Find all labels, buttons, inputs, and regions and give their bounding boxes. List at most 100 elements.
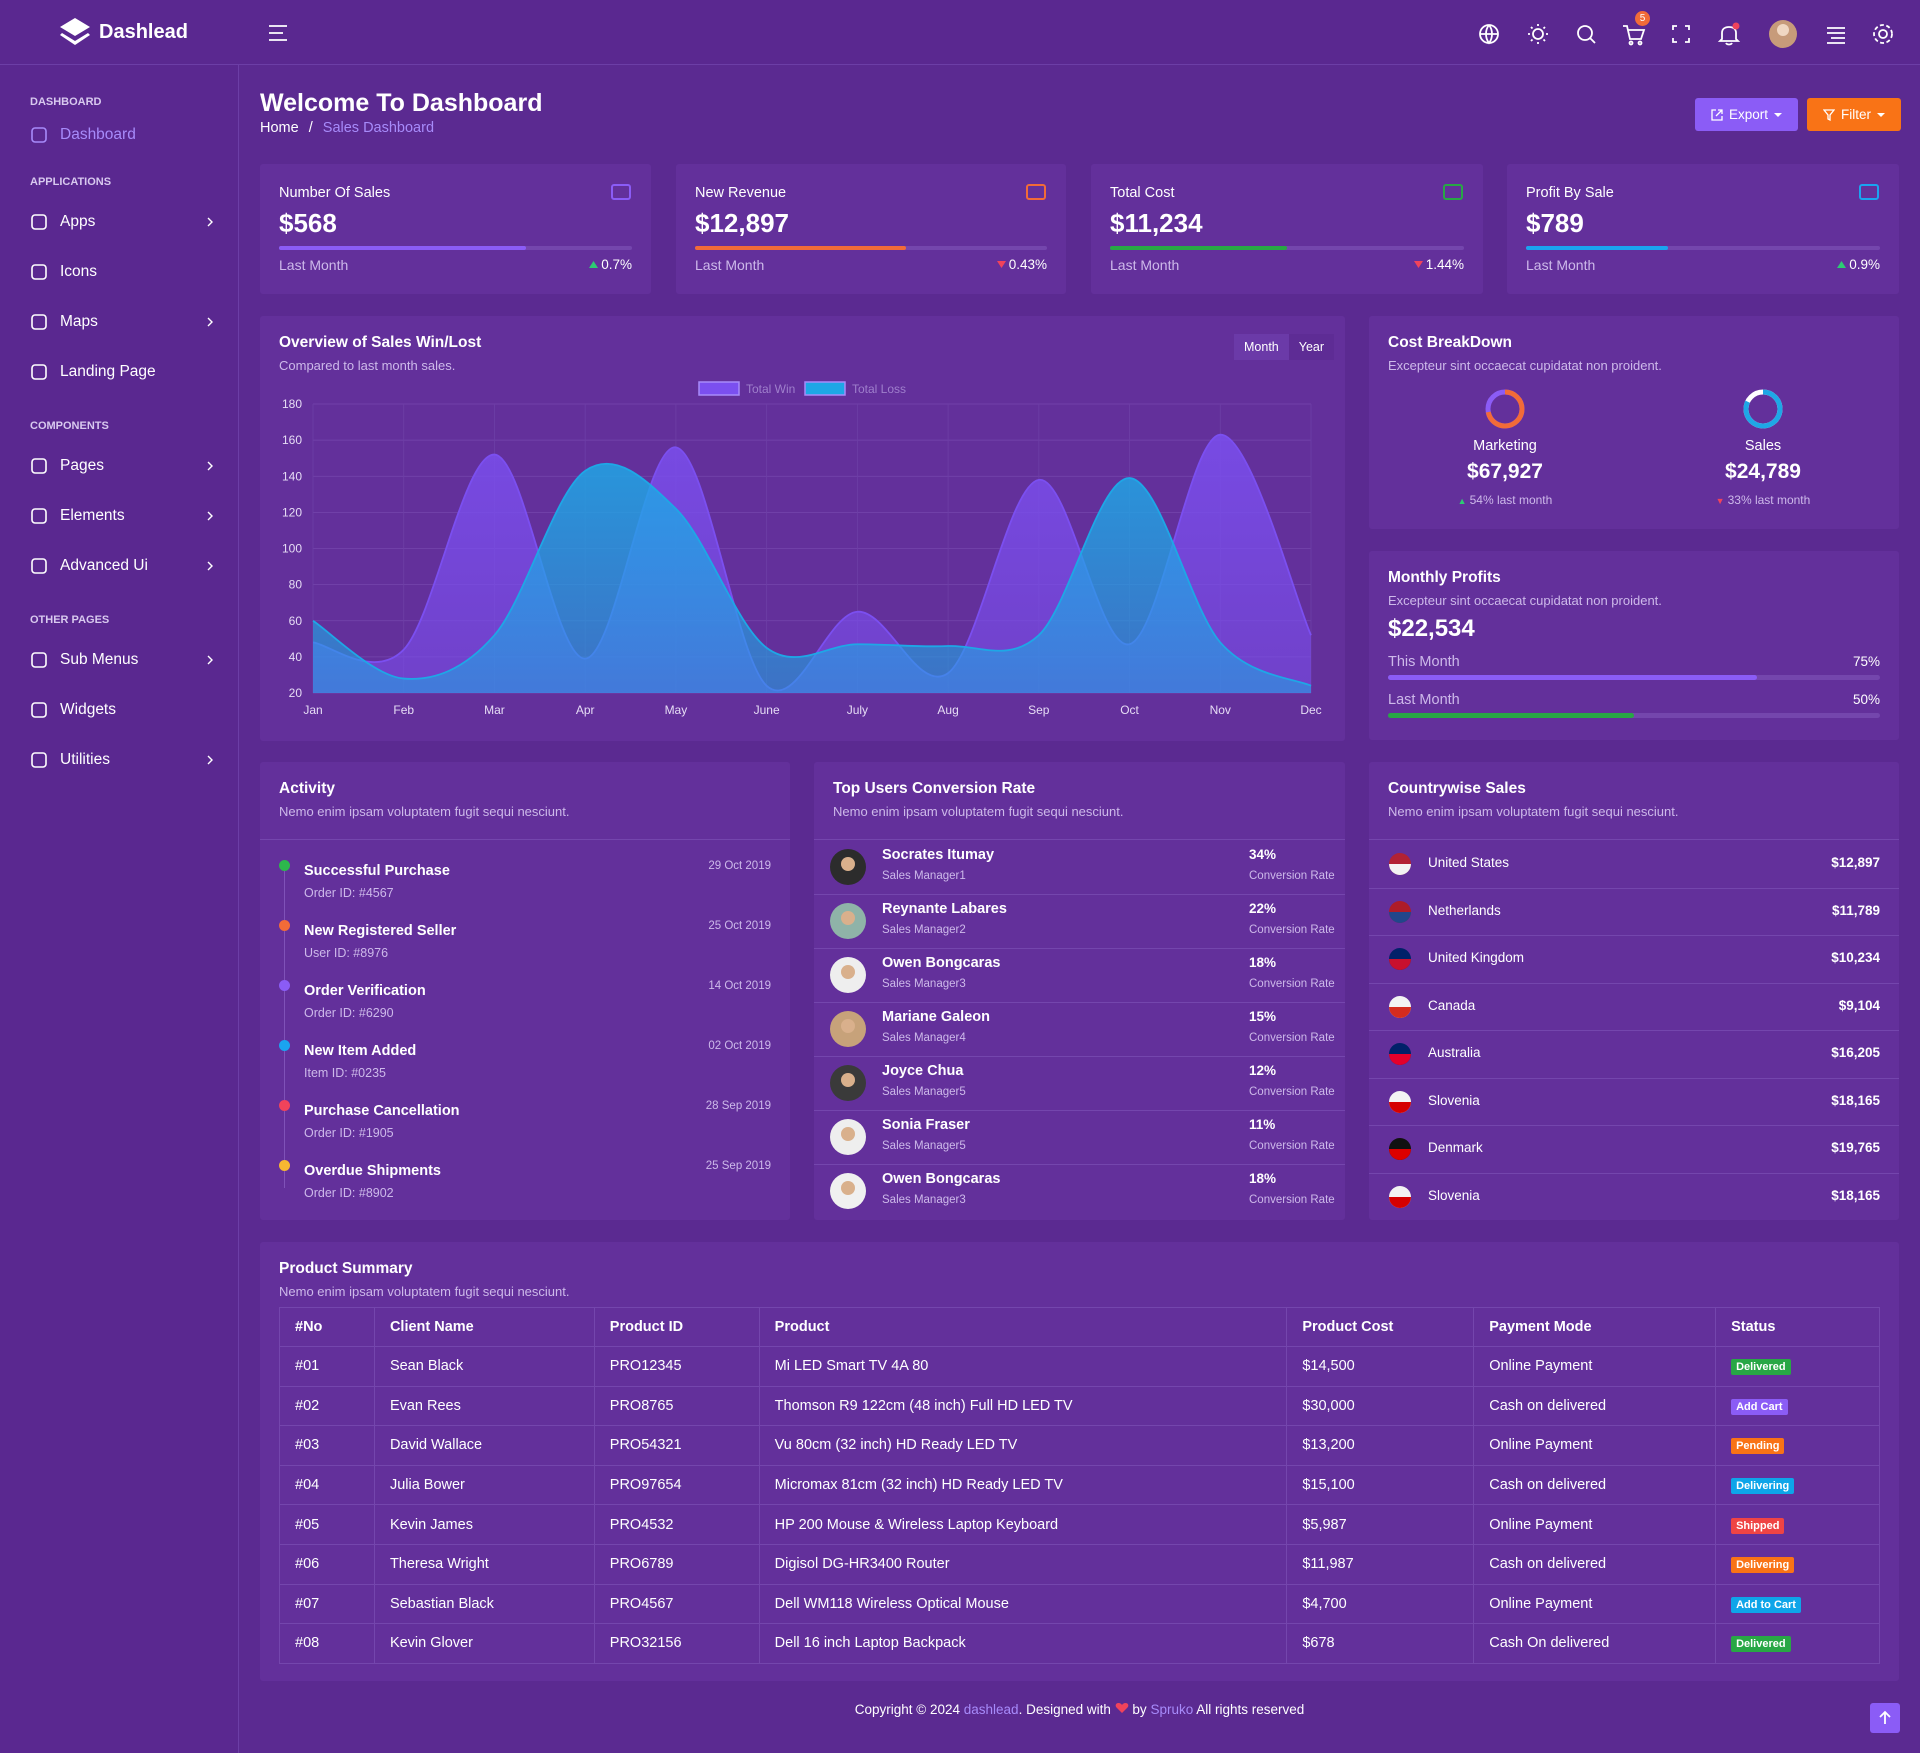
table-cell: Cash on delivered <box>1473 1385 1717 1427</box>
sidebar-item[interactable]: Widgets <box>0 685 238 735</box>
sidebar-item[interactable]: Dashboard <box>0 117 238 153</box>
caret-shape <box>1877 112 1886 117</box>
flag-band <box>1389 1196 1411 1208</box>
activity-ref: User ID: #8976 <box>304 946 389 960</box>
activity-card: Activity Nemo enim ipsam voluptatem fugit… <box>260 762 790 1220</box>
sidebar-label: Advanced Ui <box>60 557 148 574</box>
user-name: Reynante Labares <box>882 901 1007 917</box>
breadcrumb-home[interactable]: Home <box>260 120 299 136</box>
change-value: 0.43% <box>1008 257 1047 272</box>
sidebar-label: Pages <box>60 457 104 474</box>
divider <box>814 1056 1345 1057</box>
fullscreen-icon[interactable] <box>1672 25 1690 43</box>
search-icon[interactable] <box>1577 25 1596 44</box>
breakdown-label: Sales <box>1744 438 1782 454</box>
footer-site-link[interactable]: dashlead <box>963 1702 1019 1717</box>
avatar-face <box>841 965 855 979</box>
sidebar-item[interactable]: Icons <box>0 247 238 297</box>
sidebar-item[interactable]: Utilities <box>0 735 238 785</box>
progress-track <box>1110 246 1464 250</box>
user-avatar <box>830 957 866 993</box>
icon-shape <box>31 702 47 718</box>
legend-label: Total Loss <box>852 382 906 396</box>
sidebar-item[interactable]: Sub Menus <box>0 635 238 685</box>
language-icon[interactable] <box>1479 24 1499 45</box>
toggle-option[interactable]: Month <box>1234 334 1289 360</box>
column-header: #No <box>279 1307 375 1347</box>
x-tick-label: Nov <box>1210 703 1231 717</box>
theme-icon[interactable] <box>1528 24 1548 44</box>
action-button[interactable]: Filter <box>1807 98 1902 131</box>
sidebar-heading: OTHER PAGES <box>30 614 110 626</box>
top-users-card: Top Users Conversion Rate Nemo enim ipsam… <box>814 762 1345 1220</box>
sidebar-item[interactable]: Maps <box>0 297 238 347</box>
chart-toggle: Month Year <box>1234 334 1335 360</box>
scroll-top-button[interactable] <box>1870 1703 1900 1733</box>
sidebar-item[interactable]: Landing Page <box>0 347 238 397</box>
sidebar-icon <box>31 264 47 280</box>
conversion-caption: Conversion Rate <box>1249 924 1335 936</box>
country-amount: $11,789 <box>1831 902 1880 918</box>
bar-fill <box>1388 675 1757 680</box>
settings-icon[interactable] <box>1873 24 1893 44</box>
user-name: Sonia Fraser <box>882 1117 970 1133</box>
sidebar-item[interactable]: Advanced Ui <box>0 541 238 591</box>
table-cell: #07 <box>279 1583 375 1625</box>
divider <box>814 948 1345 949</box>
legend-label: Total Win <box>746 382 795 396</box>
activity-title: Order Verification <box>304 983 426 999</box>
list-icon[interactable] <box>1827 27 1845 44</box>
sidebar-item[interactable]: Apps <box>0 197 238 247</box>
chevron <box>207 561 213 571</box>
activity-date: 02 Oct 2019 <box>708 1040 771 1052</box>
table-cell: Online Payment <box>1473 1583 1717 1625</box>
table-cell: David Wallace <box>373 1425 595 1466</box>
avatar-face <box>841 911 855 925</box>
status-badge: Pending <box>1731 1438 1785 1455</box>
table-cell: Evan Rees <box>373 1385 595 1427</box>
table-cell: #03 <box>279 1425 375 1466</box>
breakdown-value: $67,927 <box>1467 460 1543 483</box>
country-amount: $12,897 <box>1831 855 1880 870</box>
icon-shape <box>31 127 47 143</box>
stat-card: Number Of Sales $568 Last Month 0.7% <box>260 164 651 294</box>
flag-band <box>1389 911 1411 923</box>
status-badge: Shipped <box>1731 1517 1785 1534</box>
cart-icon[interactable] <box>1623 25 1646 46</box>
countrywise-card: Countrywise Sales Nemo enim ipsam volupta… <box>1369 762 1899 1220</box>
notification-icon[interactable] <box>1717 26 1741 46</box>
card-title: Countrywise Sales <box>1388 780 1526 797</box>
sidebar-item[interactable]: Pages <box>0 441 238 491</box>
flag-band <box>1389 1149 1411 1160</box>
button-icon <box>1711 108 1723 121</box>
activity-ref: Order ID: #1905 <box>304 1126 394 1140</box>
status-badge: Delivered <box>1731 1359 1791 1376</box>
chevron-shape <box>207 217 213 227</box>
monthly-profits-card: Monthly Profits Excepteur sint occaecat c… <box>1369 551 1899 740</box>
sidebar-label: Elements <box>60 507 125 524</box>
country-amount: $16,205 <box>1831 1045 1880 1060</box>
chevron <box>207 511 213 521</box>
menu-toggle[interactable] <box>268 23 290 43</box>
icon-shape <box>1859 184 1879 200</box>
sidebar-label: Widgets <box>60 701 116 718</box>
sidebar-label: Sub Menus <box>60 651 139 668</box>
x-tick-label: Aug <box>937 703 958 717</box>
conversion-rate: 12% <box>1249 1063 1277 1078</box>
product-table: #No Client Name Product ID Product Product C… <box>279 1307 1880 1664</box>
table-cell: Micromax 81cm (32 inch) HD Ready LED TV <box>758 1464 1288 1506</box>
footer-company-link[interactable]: Spruko <box>1150 1702 1194 1717</box>
country-name: United Kingdom <box>1428 950 1525 965</box>
table-cell: $11,987 <box>1286 1543 1475 1585</box>
table-cell: Delivering <box>1715 1464 1880 1506</box>
sidebar-item[interactable]: Elements <box>0 491 238 541</box>
table-cell: Theresa Wright <box>373 1543 595 1585</box>
column-header: Product Cost <box>1286 1307 1475 1347</box>
action-button[interactable]: Export <box>1695 98 1799 131</box>
area-line <box>312 462 1312 687</box>
breadcrumb-current: Sales Dashboard <box>322 120 435 136</box>
table-cell: Cash on delivered <box>1473 1464 1717 1506</box>
country-flag <box>1389 1043 1411 1065</box>
bar-track <box>1388 675 1880 680</box>
toggle-option[interactable]: Year <box>1288 334 1335 360</box>
